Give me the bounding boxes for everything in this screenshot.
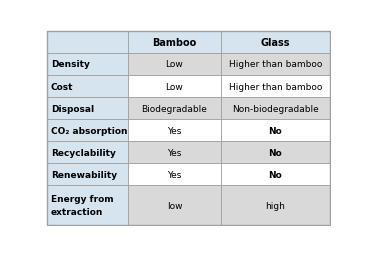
Bar: [47, 120, 128, 141]
Text: Recyclability: Recyclability: [51, 148, 116, 157]
Text: Higher than bamboo: Higher than bamboo: [229, 82, 322, 91]
Bar: [128, 141, 221, 164]
Text: Disposal: Disposal: [51, 104, 94, 113]
Bar: [47, 185, 128, 225]
Bar: [128, 76, 221, 98]
Bar: [221, 98, 330, 120]
Bar: [221, 76, 330, 98]
Bar: [47, 31, 128, 54]
Bar: [128, 98, 221, 120]
Bar: [47, 98, 128, 120]
Text: Biodegradable: Biodegradable: [142, 104, 208, 113]
Text: No: No: [269, 126, 282, 135]
Bar: [47, 164, 128, 185]
Bar: [47, 141, 128, 164]
Text: Yes: Yes: [167, 170, 182, 179]
Text: Bamboo: Bamboo: [152, 38, 197, 47]
Text: No: No: [269, 148, 282, 157]
Bar: [128, 120, 221, 141]
Bar: [128, 31, 221, 54]
Bar: [47, 76, 128, 98]
Text: high: high: [265, 201, 285, 210]
Bar: [128, 185, 221, 225]
Text: Higher than bamboo: Higher than bamboo: [229, 60, 322, 69]
Bar: [47, 54, 128, 76]
Text: Non-biodegradable: Non-biodegradable: [232, 104, 319, 113]
Text: low: low: [167, 201, 182, 210]
Text: Yes: Yes: [167, 148, 182, 157]
Text: CO₂ absorption: CO₂ absorption: [51, 126, 127, 135]
Bar: [221, 31, 330, 54]
Bar: [221, 54, 330, 76]
Bar: [221, 120, 330, 141]
Text: Yes: Yes: [167, 126, 182, 135]
Text: Glass: Glass: [261, 38, 290, 47]
Text: No: No: [269, 170, 282, 179]
Text: Cost: Cost: [51, 82, 73, 91]
Bar: [221, 141, 330, 164]
Text: Energy from
extraction: Energy from extraction: [51, 195, 113, 216]
Text: Density: Density: [51, 60, 90, 69]
Bar: [128, 54, 221, 76]
Text: Low: Low: [166, 60, 183, 69]
Bar: [221, 164, 330, 185]
Bar: [221, 185, 330, 225]
Bar: [128, 164, 221, 185]
Text: Low: Low: [166, 82, 183, 91]
Text: Renewability: Renewability: [51, 170, 117, 179]
